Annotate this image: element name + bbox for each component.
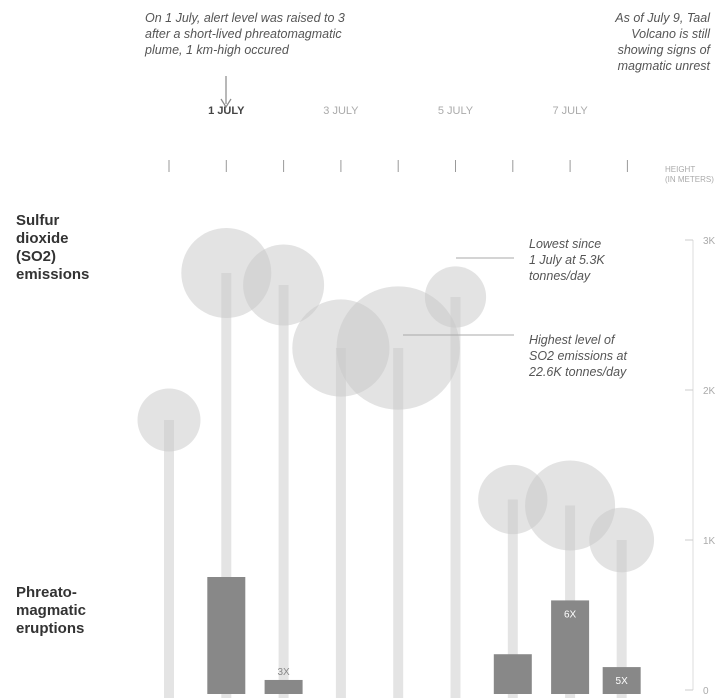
stem-2	[278, 285, 289, 698]
so2-bubble-4	[336, 286, 460, 410]
eruption-count-label-7: 6X	[564, 609, 577, 620]
eruption-bar-2	[264, 679, 303, 694]
so2-bubble-5	[424, 266, 487, 328]
y-axis-tick-label-3: 3K	[703, 236, 715, 247]
stem-3	[335, 348, 346, 698]
eruption-bars-layer: 3X 6X 5X	[207, 577, 641, 694]
x-axis-label-1: 3 JULY	[323, 105, 359, 117]
stem-4	[393, 348, 404, 698]
annotation-alert-level: On 1 July, alert level was raised to 3 a…	[145, 11, 345, 57]
x-axis-label-0: 1 JULY	[208, 105, 245, 117]
y-axis-title-line2: (IN METERS)	[665, 175, 714, 184]
annotation-magmatic-unrest: As of July 9, Taal Volcano is still show…	[615, 11, 710, 73]
stem-8	[616, 540, 627, 698]
stem-5	[450, 297, 461, 698]
stem-0	[164, 420, 174, 698]
eruption-bar-1	[207, 577, 246, 694]
eruption-bar-8	[602, 667, 641, 694]
y-axis-tick-label-1: 1K	[703, 536, 715, 547]
eruption-bar-7	[551, 600, 590, 694]
so2-bubble-2	[243, 244, 325, 326]
category-label-eruptions: Phreato- magmatic eruptions	[16, 584, 87, 637]
annotation-lines-layer	[220, 76, 514, 336]
so2-bubble-8	[589, 507, 655, 573]
x-axis-label-3: 7 JULY	[552, 105, 588, 117]
eruption-count-label-8: 5X	[616, 676, 629, 687]
stem-1	[221, 273, 232, 698]
eruption-bar-6	[493, 654, 532, 694]
annotation-arrow-head	[220, 98, 232, 109]
so2-bubble-0	[137, 388, 201, 452]
x-axis-label-2: 5 JULY	[438, 105, 474, 117]
category-label-so2: Sulfur dioxide (SO2) emissions	[16, 212, 90, 283]
y-axis-tick-label-0: 0	[703, 686, 709, 697]
axes-layer: 1 JULY 3 JULY 5 JULY 7 JULY 0 1K 2K 3K HEIGHT(IN…	[168, 105, 715, 697]
y-axis-tick-label-2: 2K	[703, 386, 715, 397]
annotation-highest: Highest level of SO2 emissions at 22.6K …	[529, 333, 627, 379]
y-axis-title-line1: HEIGHT	[665, 165, 695, 174]
eruption-count-label-2: 3X	[277, 667, 290, 678]
annotation-lowest: Lowest since 1 July at 5.3K tonnes/day	[529, 237, 605, 283]
stem-6	[507, 499, 518, 698]
bubbles-layer	[137, 228, 655, 573]
